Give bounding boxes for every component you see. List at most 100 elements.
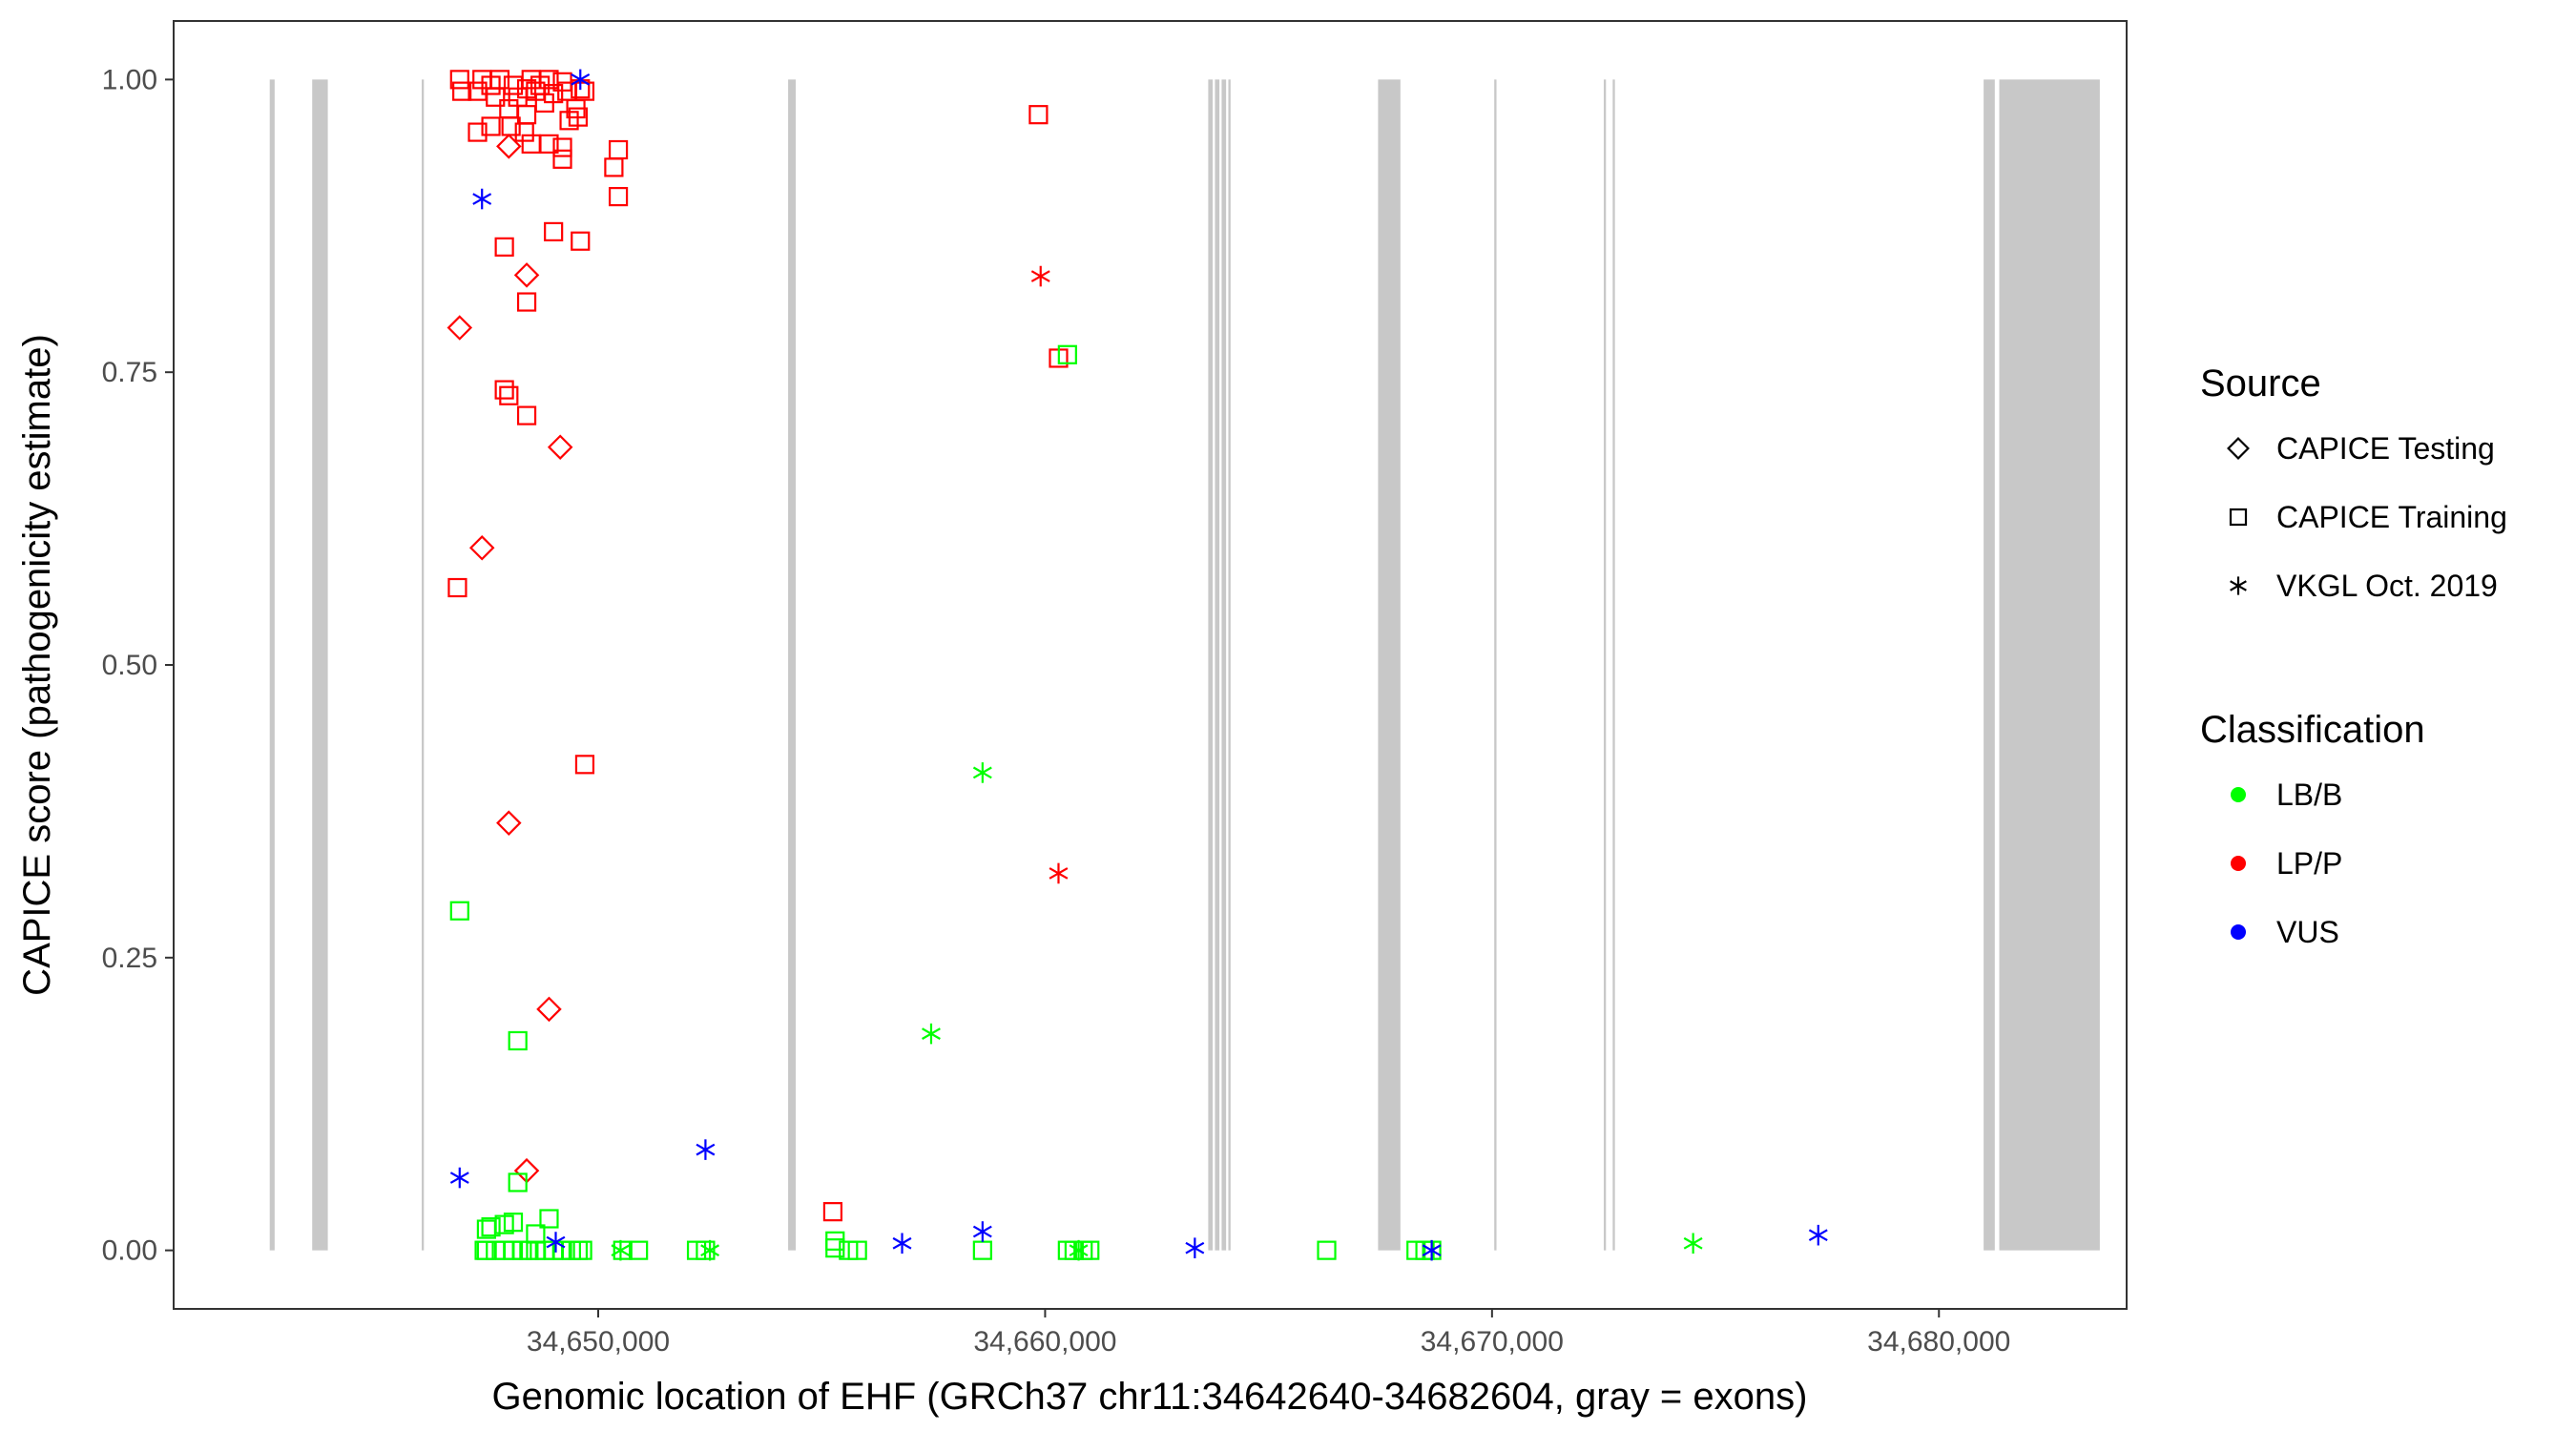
data-point [499,385,519,405]
data-point [972,762,992,783]
exon-bar [1494,79,1497,1251]
legend-key-square [2229,508,2248,527]
legend-key-diamond [2227,437,2250,460]
series-vkgl-oct-2019-lp-p [1030,265,1069,884]
data-point [559,111,579,131]
y-tick-label: 0.25 [102,943,157,974]
legend-label: CAPICE Training [2276,500,2507,534]
data-point [447,315,473,341]
data-point [696,1240,716,1260]
legend-color-dot [2231,856,2246,871]
data-point [1030,265,1050,287]
series-vkgl-oct-2019-vus [449,69,1828,1261]
plot-panel-border [173,20,2128,1310]
data-point [536,996,562,1023]
data-point [494,237,514,257]
data-point [1069,1239,1089,1261]
data-point [468,535,495,561]
exon-bar [1221,79,1227,1251]
data-point [972,1240,992,1260]
exon-bar [312,79,328,1251]
data-point [1808,1224,1828,1246]
y-tick-label: 1.00 [102,64,157,95]
data-point [494,380,514,400]
data-point [700,1239,720,1261]
exon-bar [788,79,797,1251]
data-point [696,1139,716,1160]
data-point [449,70,469,90]
legend-source-title: Source [2200,363,2321,404]
series-capice-training-lp-p [447,70,1069,1222]
data-point [496,134,522,159]
data-point [544,221,564,242]
data-point [892,1233,912,1255]
x-tick-label: 34,660,000 [973,1326,1116,1358]
exon-bar [1999,79,2100,1251]
data-point [516,292,537,312]
point-layer [447,69,1828,1261]
data-point [508,1030,528,1051]
data-point [546,1232,566,1253]
data-point [486,87,506,107]
data-point [611,1239,631,1261]
data-point [1028,105,1049,125]
data-point [481,116,501,136]
data-point [452,81,472,101]
x-tick-label: 34,670,000 [1421,1326,1564,1358]
legend-classification-title: Classification [2200,709,2425,751]
data-point [496,810,522,836]
data-point [572,1240,592,1260]
exon-layer [269,79,2100,1251]
data-point [503,1213,524,1233]
data-point [972,1221,992,1242]
data-point [629,1240,649,1260]
series-vkgl-oct-2019-lb-b [611,762,1703,1261]
data-point [574,755,595,775]
legend: Source CAPICE Testing CAPICE Training VKGL … [2200,363,2507,949]
exon-bar [1228,79,1231,1251]
series-capice-testing-lp-p [447,134,573,1184]
data-point [508,1172,528,1192]
x-tick-label: 34,650,000 [527,1326,670,1358]
exon-bar [1612,79,1615,1251]
data-point [571,231,591,251]
data-point [608,186,629,207]
data-point [1317,1240,1337,1260]
data-point [449,1167,469,1189]
data-point [1185,1237,1205,1258]
exon-bar [1208,79,1214,1251]
data-point [1057,344,1077,364]
exon-bar [1378,79,1401,1251]
exon-bar [269,79,275,1251]
data-point [825,1238,845,1258]
data-point [539,134,559,154]
data-point [521,134,541,154]
exon-bar [1984,79,1995,1251]
data-point [922,1023,941,1045]
data-point [608,139,629,160]
data-point [1683,1233,1703,1255]
data-point [539,1209,559,1229]
legend-label: VUS [2276,915,2339,949]
data-point [449,901,469,921]
legend-label: CAPICE Testing [2276,431,2495,466]
data-point [1049,862,1069,884]
data-point [1422,1239,1442,1261]
data-point [472,188,492,210]
exon-bar [421,79,425,1251]
x-axis-title: Genomic location of EHF (GRCh37 chr11:34… [492,1376,1808,1418]
data-point [481,1216,501,1237]
y-axis-title: CAPICE score (pathogenicity estimate) [16,334,58,996]
legend-key-asterisk [2230,576,2247,595]
data-point [604,157,624,177]
data-point [547,434,573,460]
data-point [501,116,521,136]
legend-color-dot [2231,787,2246,802]
data-point [847,1240,867,1260]
data-point [552,149,572,169]
exon-bar [1603,79,1607,1251]
legend-label: LB/B [2276,778,2342,812]
data-point [539,70,559,90]
data-point [552,137,572,157]
